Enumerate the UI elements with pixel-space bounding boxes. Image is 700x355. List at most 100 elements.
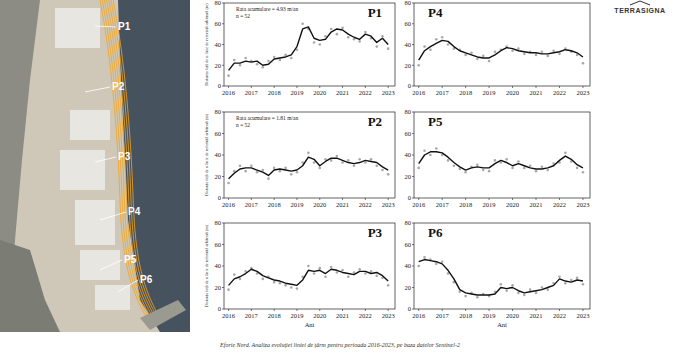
observation [244,57,247,60]
y-tick-label: 40 [405,41,412,48]
observation [227,288,230,291]
observation [464,171,467,174]
x-tick-label: 2019 [290,89,303,96]
y-tick-label: 60 [405,130,412,137]
x-tick-label: 2018 [459,89,472,96]
y-tick-label: 80 [405,219,412,226]
x-tick-label: 2018 [268,89,281,96]
observation [239,164,242,167]
x-tick-label: 2022 [359,201,372,208]
observation [358,268,361,271]
chart: 0204060802016201720182019202020212022202… [204,108,395,208]
observation [279,59,282,62]
x-tick-label: 2017 [245,312,259,319]
observation [267,177,270,180]
photo [0,0,190,332]
y-tick-label: 20 [405,62,412,69]
observation [261,66,264,69]
x-tick-label: 2023 [382,312,395,319]
x-tick-label: 2020 [506,312,519,319]
observation [417,64,420,67]
observation [233,59,236,62]
logo-mark [630,1,650,5]
sea [118,0,190,332]
observation [494,159,497,162]
observation [290,286,293,289]
y-axis-label: Distanța față de o linie de referință ar… [204,224,209,307]
observation [261,278,264,281]
chart: 0204060802016201720182019202020212022202… [405,108,591,208]
x-tick-label: 2022 [553,312,566,319]
observation [318,267,321,270]
panel-title: P2 [368,114,382,129]
observation [284,167,287,170]
x-tick-label: 2023 [576,201,589,208]
observation [511,49,514,52]
trend-line [229,157,389,179]
observation [570,279,573,282]
observation [511,167,514,170]
profile-label: P6 [140,274,153,285]
umbrellas [95,285,130,310]
chart: 0204060802016201720182019202020212022202… [204,0,395,96]
chart: 0204060802016201720182019202020212022202… [405,0,591,96]
profile-label: P4 [128,206,141,217]
observation [546,169,549,172]
observation [541,50,544,53]
x-tick-label: 2022 [359,312,372,319]
observation [546,55,549,58]
observation [313,41,316,44]
x-tick-label: 2018 [268,312,281,319]
observation [284,284,287,287]
observation [441,260,444,263]
y-tick-label: 80 [215,0,222,6]
observation [464,54,467,57]
x-tick-label: 2021 [336,312,349,319]
x-tick-label: 2017 [436,201,450,208]
caption: Eforie Nord. Analiza evoluției liniei de… [219,342,460,349]
observation [353,38,356,41]
observation [341,161,344,164]
x-tick-label: 2017 [436,312,450,319]
x-tick-label: 2022 [359,89,372,96]
x-tick-label: 2021 [530,89,543,96]
y-tick-label: 0 [218,194,221,201]
observation [324,275,327,278]
umbrellas [80,250,120,280]
observation [307,152,310,155]
observation [582,171,585,174]
y-tick-label: 40 [215,151,222,158]
x-tick-label: 2019 [483,312,496,319]
observation [233,273,236,276]
y-axis-label: Distanța față de o linie de referință ar… [204,113,209,196]
observation [301,22,304,25]
background [0,0,700,355]
plot-area [227,152,389,185]
panel-title: P4 [428,5,443,20]
y-tick-label: 60 [405,241,412,248]
observation [330,266,333,269]
shoreline [111,0,159,320]
y-tick-label: 20 [215,284,222,291]
x-tick-label: 2016 [412,89,426,96]
plot-area [227,265,389,291]
x-tick-label: 2017 [245,201,259,208]
observation [296,171,299,174]
observation [535,54,538,57]
observation [364,161,367,164]
observation [535,170,538,173]
x-tick-label: 2023 [576,312,589,319]
x-tick-label: 2018 [459,201,472,208]
shoreline [107,0,155,320]
observation [347,36,350,39]
observation [488,170,491,173]
panel-title: P3 [368,225,383,240]
panel-title: P5 [428,114,443,129]
plot-area [417,147,584,173]
observation [476,296,479,299]
annotation: n = 52 [236,13,250,19]
label-leader [95,26,116,27]
observation [239,64,242,67]
observation [358,40,361,43]
observation [470,52,473,55]
